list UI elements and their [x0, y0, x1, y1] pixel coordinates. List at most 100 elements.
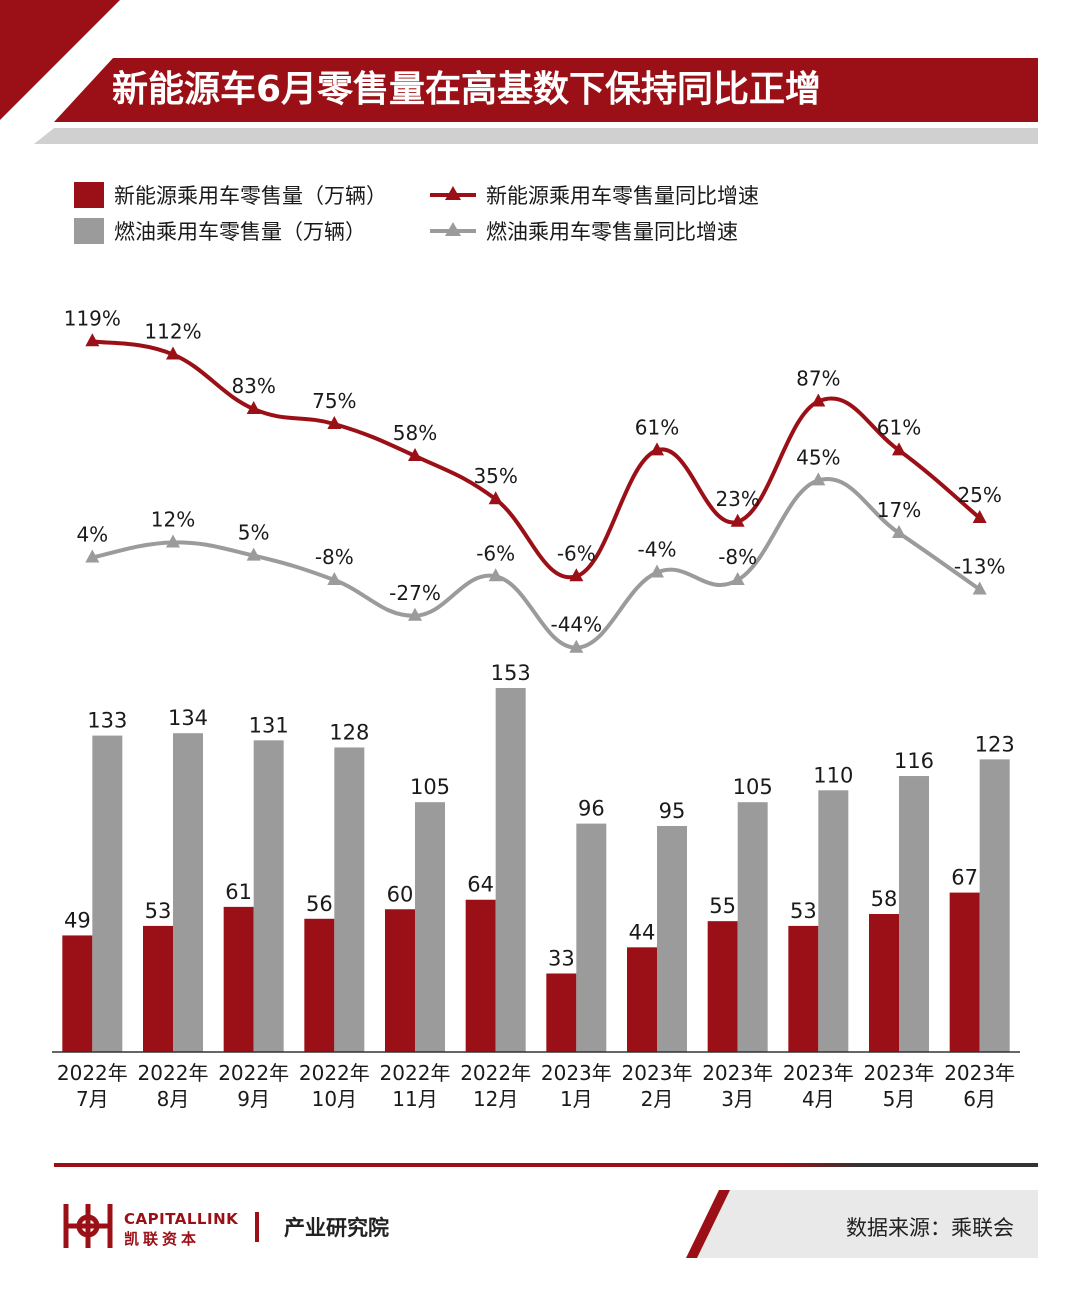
- point-nev-yoy-12: [972, 510, 987, 523]
- bar-fuel-10: [818, 790, 849, 1052]
- legend-swatch-nev-sales: [74, 182, 104, 208]
- line-label-fuel-yoy-10: 45%: [796, 445, 840, 469]
- source-box: [686, 1190, 1038, 1258]
- bar-label-fuel-1: 133: [87, 709, 127, 733]
- bar-nev-9: [707, 921, 738, 1052]
- line-fuel-yoy: [91, 477, 981, 650]
- bar-label-nev-1: 49: [64, 908, 91, 932]
- bar-label-fuel-10: 110: [813, 763, 853, 787]
- footer-divider: [54, 1163, 1038, 1167]
- point-fuel-yoy-8: [650, 564, 664, 578]
- x-tick-label-7-line-2: 1月: [560, 1087, 593, 1111]
- x-tick-label-2-line-2: 8月: [157, 1087, 190, 1111]
- line-label-fuel-yoy-5: -27%: [389, 581, 441, 605]
- point-fuel-yoy-1: [85, 549, 100, 563]
- brand-name-en: CAPITALLINK: [124, 1210, 239, 1228]
- point-fuel-yoy-4: [327, 572, 342, 586]
- legend-line-fuel-yoy: [430, 222, 476, 236]
- line-label-fuel-yoy-12: -13%: [954, 554, 1006, 578]
- line-label-nev-yoy-9: 23%: [715, 487, 759, 511]
- bar-nev-5: [385, 909, 415, 1052]
- x-tick-label-10-line-2: 4月: [802, 1087, 835, 1111]
- x-tick-label-9-line-1: 2023年: [702, 1061, 773, 1085]
- brand-name-cn: 凯联资本: [124, 1230, 201, 1248]
- line-label-nev-yoy-4: 75%: [312, 389, 356, 413]
- bar-nev-3: [223, 906, 254, 1052]
- line-label-fuel-yoy-6: -6%: [476, 541, 515, 565]
- line-label-nev-yoy-7: -6%: [557, 541, 596, 565]
- point-nev-yoy-9: [730, 513, 745, 527]
- bar-label-nev-6: 64: [467, 873, 494, 897]
- bar-label-nev-2: 53: [145, 899, 172, 923]
- line-label-fuel-yoy-11: 17%: [877, 498, 921, 522]
- bar-label-fuel-6: 153: [491, 661, 531, 685]
- bar-label-fuel-11: 116: [894, 749, 934, 773]
- brand-separator: [255, 1212, 259, 1242]
- bar-label-fuel-7: 96: [578, 797, 605, 821]
- bar-label-nev-3: 61: [225, 880, 252, 904]
- bar-label-nev-5: 60: [387, 882, 414, 906]
- x-tick-label-3-line-1: 2022年: [218, 1061, 289, 1085]
- bar-fuel-8: [657, 825, 687, 1052]
- point-nev-yoy-4: [327, 416, 342, 429]
- line-label-fuel-yoy-4: -8%: [315, 545, 354, 569]
- x-tick-label-11-line-2: 5月: [883, 1087, 916, 1111]
- bar-nev-7: [546, 973, 577, 1052]
- point-nev-yoy-6: [488, 491, 503, 505]
- bar-nev-10: [788, 925, 819, 1052]
- x-tick-label-1-line-1: 2022年: [57, 1061, 128, 1085]
- x-tick-label-6-line-2: 12月: [473, 1087, 518, 1111]
- line-label-nev-yoy-10: 87%: [796, 366, 840, 390]
- bar-label-nev-11: 58: [871, 887, 898, 911]
- line-label-nev-yoy-5: 58%: [393, 421, 437, 445]
- bar-label-nev-9: 55: [709, 894, 736, 918]
- bar-nev-8: [627, 947, 657, 1052]
- bar-fuel-5: [415, 802, 445, 1052]
- bar-nev-2: [143, 925, 173, 1052]
- bar-label-fuel-4: 128: [329, 720, 369, 744]
- x-tick-label-1-line-2: 7月: [76, 1087, 109, 1111]
- line-nev-yoy: [92, 339, 981, 580]
- x-tick-label-5-line-2: 11月: [392, 1087, 437, 1111]
- x-tick-label-8-line-2: 2月: [641, 1087, 674, 1111]
- x-tick-label-10-line-1: 2023年: [783, 1061, 854, 1085]
- line-label-nev-yoy-3: 83%: [231, 374, 275, 398]
- point-fuel-yoy-2: [166, 534, 180, 548]
- legend-item-nev-sales: 新能源乘用车零售量（万辆）: [74, 180, 387, 210]
- x-tick-label-12-line-2: 6月: [963, 1087, 996, 1111]
- x-tick-label-9-line-2: 3月: [721, 1087, 754, 1111]
- legend-swatch-fuel-sales: [74, 218, 104, 244]
- legend-label-nev-sales: 新能源乘用车零售量（万辆）: [114, 184, 387, 208]
- point-fuel-yoy-12: [972, 581, 987, 595]
- x-tick-label-5-line-1: 2022年: [380, 1061, 451, 1085]
- legend-item-nev-yoy: 新能源乘用车零售量同比增速: [430, 180, 759, 210]
- bar-label-fuel-8: 95: [659, 799, 686, 823]
- bar-nev-4: [304, 918, 335, 1052]
- bar-fuel-12: [979, 759, 1010, 1052]
- point-nev-yoy-7: [569, 568, 584, 582]
- point-nev-yoy-2: [166, 346, 180, 360]
- bar-label-nev-4: 56: [306, 892, 333, 916]
- legend-label-fuel-sales: 燃油乘用车零售量（万辆）: [114, 220, 366, 244]
- legend-item-fuel-sales: 燃油乘用车零售量（万辆）: [74, 216, 366, 246]
- point-nev-yoy-11: [892, 442, 906, 456]
- point-nev-yoy-3: [246, 400, 261, 414]
- line-label-fuel-yoy-9: -8%: [718, 545, 757, 569]
- bar-fuel-3: [253, 740, 284, 1052]
- bar-fuel-7: [576, 823, 607, 1052]
- line-label-nev-yoy-11: 61%: [877, 415, 921, 439]
- line-label-fuel-yoy-3: 5%: [238, 521, 270, 545]
- point-fuel-yoy-9: [730, 572, 745, 586]
- legend-line-nev-yoy: [430, 186, 476, 200]
- point-fuel-yoy-6: [488, 568, 503, 582]
- line-label-nev-yoy-1: 119%: [64, 306, 121, 330]
- line-label-fuel-yoy-7: -44%: [550, 613, 602, 637]
- bar-label-nev-7: 33: [548, 946, 575, 970]
- x-tick-label-7-line-1: 2023年: [541, 1061, 612, 1085]
- bar-nev-1: [62, 935, 93, 1052]
- bar-label-fuel-3: 131: [249, 713, 289, 737]
- bar-label-fuel-12: 123: [975, 732, 1015, 756]
- bar-label-nev-12: 67: [951, 866, 978, 890]
- bar-fuel-11: [899, 776, 929, 1052]
